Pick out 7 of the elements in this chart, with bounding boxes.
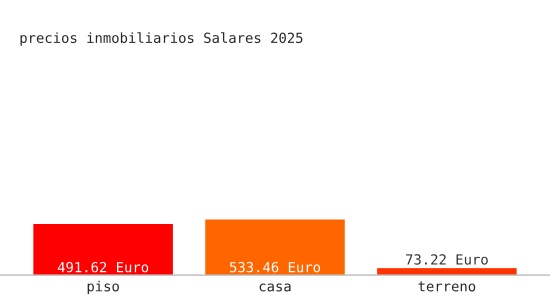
data-label: 73.22 Euro: [406, 254, 488, 265]
x-tick-label: piso: [88, 280, 119, 294]
x-tick-label: terreno: [418, 282, 476, 292]
chart-title: precios inmobiliarios Salares 2025: [20, 32, 302, 46]
data-label: 533.46 Euro: [230, 262, 320, 272]
x-tick-label: casa: [260, 284, 291, 292]
data-label: 491.62 Euro: [58, 262, 148, 272]
